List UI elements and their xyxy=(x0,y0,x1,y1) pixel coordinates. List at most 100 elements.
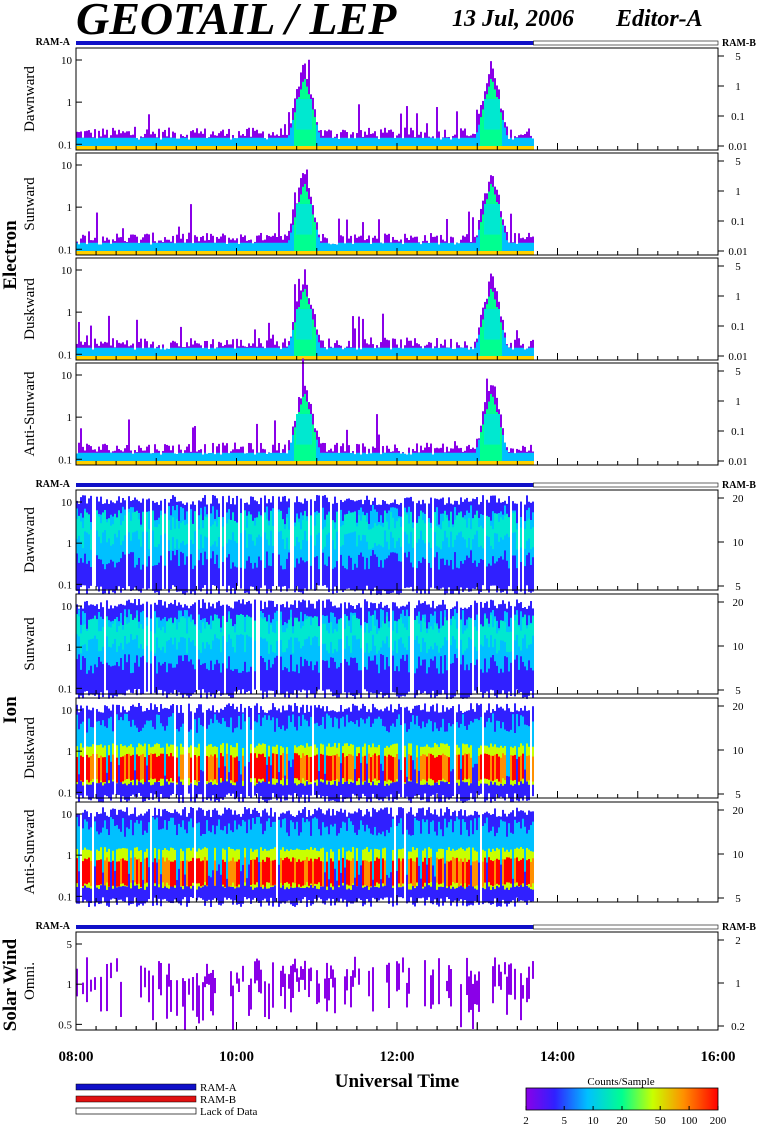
colorbar-tick-label: 5 xyxy=(561,1115,567,1127)
ram-a-label: RAM-A xyxy=(36,37,71,48)
colorbar-tick-label: 2 xyxy=(523,1115,529,1127)
left-tick-label: 1 xyxy=(67,538,73,550)
spectrogram xyxy=(76,703,534,803)
left-tick-label: 10 xyxy=(61,370,73,382)
colorbar-tick-label: 50 xyxy=(655,1115,667,1127)
right-tick-label: 1 xyxy=(735,81,741,93)
chart-editor: Editor-A xyxy=(615,6,703,32)
left-tick-label: 10 xyxy=(61,809,73,821)
right-tick-label: 0.01 xyxy=(728,456,747,468)
left-tick-label: 10 xyxy=(61,601,73,613)
left-tick-label: 1 xyxy=(67,979,73,991)
right-tick-label: 0.01 xyxy=(728,141,747,153)
left-tick-label: 0.1 xyxy=(58,349,72,361)
right-tick-label: 20 xyxy=(733,597,745,609)
left-tick-label: 1 xyxy=(67,412,73,424)
x-tick-label: 08:00 xyxy=(59,1049,94,1065)
ram-a-bar xyxy=(76,925,533,929)
left-tick-label: 0.1 xyxy=(58,787,72,799)
panel-label: Duskward xyxy=(22,278,38,340)
colorbar-tick-label: 100 xyxy=(681,1115,698,1127)
x-tick-label: 16:00 xyxy=(701,1049,736,1065)
lack-of-data-bar xyxy=(533,41,718,45)
spectrogram xyxy=(76,599,534,699)
spectrogram xyxy=(76,269,534,360)
left-tick-label: 0.5 xyxy=(58,1019,72,1031)
x-axis-label: Universal Time xyxy=(335,1071,459,1092)
right-tick-label: 0.2 xyxy=(731,1021,745,1033)
right-tick-label: 2 xyxy=(735,935,741,947)
lack-of-data-bar xyxy=(533,483,718,487)
left-tick-label: 0.1 xyxy=(58,683,72,695)
right-tick-label: 10 xyxy=(733,849,745,861)
panel-label: Sunward xyxy=(22,177,38,231)
right-tick-label: 0.01 xyxy=(728,351,747,363)
panel-stack: RAM-A RAM-B Electron Dawnward 10 1 0.1 5 1 0.1 0.0… xyxy=(0,37,756,1033)
right-tick-label: 20 xyxy=(733,701,745,713)
panel-label: Omni. xyxy=(22,962,38,1000)
group-name: Electron xyxy=(0,220,21,290)
chart-date: 13 Jul, 2006 xyxy=(452,6,574,32)
right-tick-label: 5 xyxy=(735,685,741,697)
lack-of-data-bar xyxy=(533,925,718,929)
spectrogram xyxy=(76,60,534,150)
ram-a-label: RAM-A xyxy=(36,921,71,932)
panel-label: Dawnward xyxy=(22,507,38,573)
spectrogram xyxy=(76,807,534,907)
left-tick-label: 1 xyxy=(67,746,73,758)
legend-label-lack-of-data: Lack of Data xyxy=(200,1106,258,1118)
x-tick-label: 10:00 xyxy=(219,1049,254,1065)
group-name: Solar Wind xyxy=(0,938,21,1031)
left-tick-label: 1 xyxy=(67,850,73,862)
right-tick-label: 5 xyxy=(735,261,741,273)
spectrogram xyxy=(76,358,534,465)
left-tick-label: 0.1 xyxy=(58,139,72,151)
left-tick-label: 10 xyxy=(61,705,73,717)
left-tick-label: 1 xyxy=(67,97,73,109)
right-tick-label: 1 xyxy=(735,186,741,198)
group-name: Ion xyxy=(0,696,21,724)
ram-a-bar xyxy=(76,41,533,45)
right-tick-label: 5 xyxy=(735,156,741,168)
left-tick-label: 0.1 xyxy=(58,454,72,466)
ram-a-label: RAM-A xyxy=(36,479,71,490)
right-tick-label: 1 xyxy=(735,396,741,408)
ram-b-label: RAM-B xyxy=(722,922,756,933)
spectrogram xyxy=(76,170,534,255)
left-tick-label: 1 xyxy=(67,642,73,654)
left-tick-label: 0.1 xyxy=(58,891,72,903)
panel-label: Anti-Sunward xyxy=(22,371,38,456)
right-tick-label: 0.1 xyxy=(731,216,745,228)
x-tick-label: 14:00 xyxy=(540,1049,575,1065)
legend-swatch-ram-b xyxy=(76,1096,196,1102)
ram-b-label: RAM-B xyxy=(722,38,756,49)
right-tick-label: 0.1 xyxy=(731,321,745,333)
ram-b-label: RAM-B xyxy=(722,480,756,491)
right-tick-label: 5 xyxy=(735,893,741,905)
left-tick-label: 10 xyxy=(61,55,73,67)
group-electron: RAM-A RAM-B Electron Dawnward 10 1 0.1 5 1 0.1 0.0… xyxy=(0,37,756,468)
right-tick-label: 0.01 xyxy=(728,246,747,258)
chart-title: GEOTAIL / LEP xyxy=(76,0,397,44)
spectrogram xyxy=(76,957,534,1030)
right-tick-label: 10 xyxy=(733,641,745,653)
legend-label-ram-b: RAM-B xyxy=(200,1094,236,1106)
right-tick-label: 5 xyxy=(735,51,741,63)
right-tick-label: 5 xyxy=(735,581,741,593)
spectrogram xyxy=(76,495,534,595)
left-tick-label: 1 xyxy=(67,202,73,214)
panel-label: Dawnward xyxy=(22,66,38,132)
right-tick-label: 20 xyxy=(733,805,745,817)
left-tick-label: 0.1 xyxy=(58,244,72,256)
left-tick-label: 10 xyxy=(61,265,73,277)
